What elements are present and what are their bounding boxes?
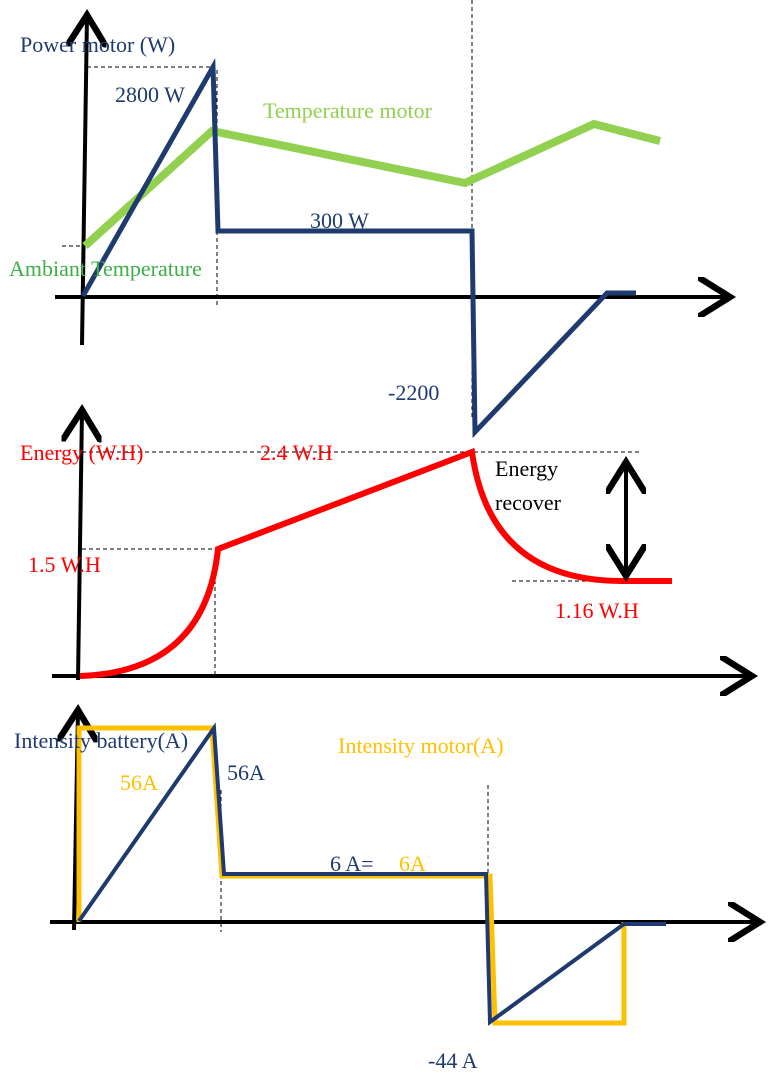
energy-mid-label: 1.5 W.H — [28, 552, 101, 577]
power-y-axis — [82, 15, 87, 346]
energy-title: Energy (W.H) — [20, 440, 143, 465]
ambient-label: Ambiant Temperature — [9, 256, 202, 281]
power-regen-label: -2200 — [388, 380, 439, 405]
temperature-motor-line — [82, 119, 661, 249]
energy-line — [79, 447, 672, 679]
power-motor-line — [80, 58, 636, 439]
intensity-regen-label: -44 A — [428, 1048, 478, 1073]
power-panel: Power motor (W) 2800 W Temperature motor… — [9, 0, 730, 439]
intensity-steady-label-b: 6A — [399, 851, 426, 876]
intensity-battery-title: Intensity battery(A) — [14, 728, 188, 753]
energy-final-label: 1.16 W.H — [555, 598, 639, 623]
energy-panel: Energy (W.H) 2.4 W.H Energy recover 1.5 … — [20, 410, 752, 680]
energy-y-axis — [78, 410, 82, 681]
intensity-motor-title: Intensity motor(A) — [338, 733, 504, 758]
power-title: Power motor (W) — [20, 32, 175, 57]
energy-recover-line2: recover — [495, 490, 562, 515]
intensity-motor-peak-label: 56A — [120, 770, 158, 795]
intensity-battery-line — [77, 722, 666, 1026]
intensity-battery-peak-label: 56A — [227, 760, 265, 785]
intensity-steady-label-a: 6 A= — [330, 851, 374, 876]
power-peak-label: 2800 W — [115, 82, 185, 107]
power-steady-label: 300 W — [310, 208, 369, 233]
intensity-panel: Intensity battery(A) Intensity motor(A) … — [14, 710, 760, 1073]
temperature-title: Temperature motor — [263, 98, 433, 123]
energy-recover-line1: Energy — [495, 456, 558, 481]
energy-peak-label: 2.4 W.H — [260, 440, 333, 465]
